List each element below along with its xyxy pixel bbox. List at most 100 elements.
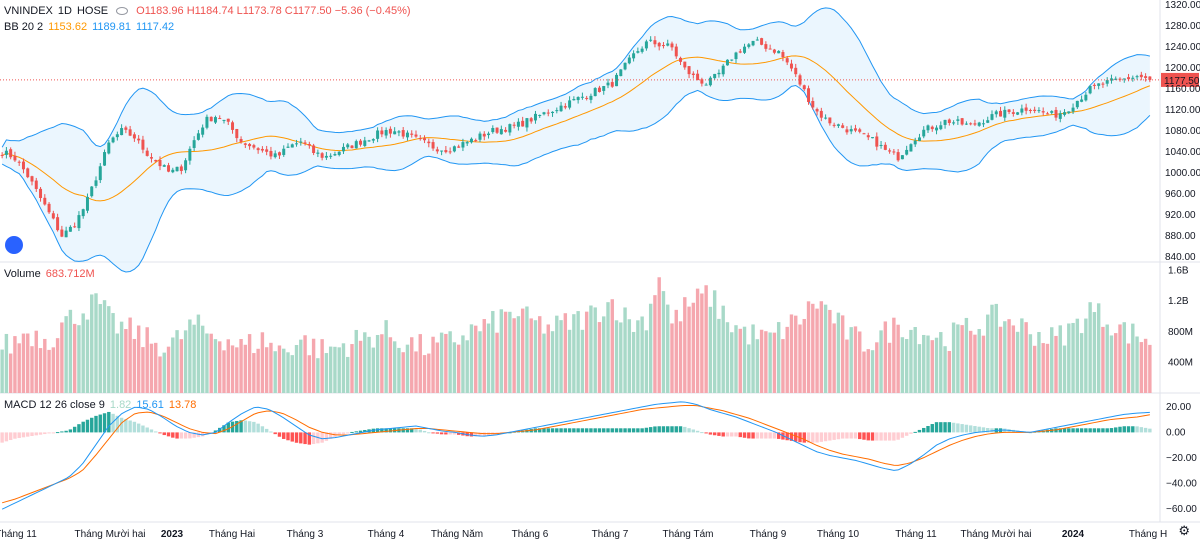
volume-bar xyxy=(316,358,320,393)
candle-body xyxy=(154,159,158,162)
candle-body xyxy=(354,141,358,149)
collapse-icon[interactable] xyxy=(116,7,129,15)
macd-histogram-bar xyxy=(269,431,273,433)
volume-bar xyxy=(1003,321,1007,393)
volume-bar xyxy=(136,325,141,393)
macd-histogram-bar xyxy=(277,432,282,437)
macd-histogram-bar xyxy=(687,428,691,433)
macd-histogram-bar xyxy=(627,428,632,433)
candle-body xyxy=(990,114,994,120)
volume-bar xyxy=(631,331,636,393)
macd-histogram-bar xyxy=(644,427,649,433)
candle-body xyxy=(708,77,712,86)
candle-body xyxy=(589,95,593,100)
volume-bar xyxy=(1114,333,1118,393)
candle-body xyxy=(226,118,230,122)
macd-histogram-bar xyxy=(700,432,704,434)
volume-bar xyxy=(661,291,666,393)
macd-histogram-bar xyxy=(811,432,815,443)
macd-histogram-bar xyxy=(1096,428,1101,433)
macd-histogram-bar xyxy=(576,428,580,433)
volume-bar xyxy=(350,344,354,393)
volume-bar xyxy=(858,331,862,393)
macd-histogram-bar xyxy=(354,431,358,433)
volume-bar xyxy=(708,306,713,393)
macd-histogram-bar xyxy=(1062,428,1067,433)
volume-label[interactable]: Volume xyxy=(4,268,41,280)
macd-histogram-bar xyxy=(981,427,986,433)
macd-histogram-bar xyxy=(328,432,333,439)
macd-histogram-bar xyxy=(81,421,85,433)
bb-upper-value: 1189.81 xyxy=(92,21,132,33)
volume-bar xyxy=(614,320,619,393)
volume-bar xyxy=(704,285,708,393)
volume-bar xyxy=(1148,344,1152,393)
time-axis-label: Tháng 4 xyxy=(368,529,405,540)
volume-bar xyxy=(1143,338,1148,393)
candle-body xyxy=(469,138,473,143)
volume-bar xyxy=(619,322,623,393)
macd-histogram-bar xyxy=(252,421,256,433)
volume-bar xyxy=(742,326,747,393)
macd-histogram-bar xyxy=(789,432,794,441)
macd-histogram-bar xyxy=(77,424,81,433)
macd-histogram-bar xyxy=(1105,428,1109,433)
volume-bar xyxy=(410,337,414,393)
volume-bar xyxy=(1011,325,1016,393)
symbol-name[interactable]: VNINDEX xyxy=(4,5,53,17)
candle-body xyxy=(546,112,550,114)
candle-body xyxy=(363,140,367,146)
candle-body xyxy=(593,88,597,97)
candle-body xyxy=(77,215,81,229)
volume-bar xyxy=(516,316,521,393)
macd-histogram-bar xyxy=(1092,428,1097,433)
exchange: HOSE xyxy=(76,5,109,17)
bb-upper-line xyxy=(1,7,1150,148)
candle-body xyxy=(205,116,209,128)
macd-histogram-bar xyxy=(875,432,879,441)
macd-histogram-bar xyxy=(444,432,448,435)
volume-bar xyxy=(0,349,4,393)
volume-bar xyxy=(439,332,444,393)
candle-body xyxy=(295,143,299,145)
symbol-legend: VNINDEX 1D HOSE O1183.96 H1184.74 L1173.… xyxy=(4,5,411,17)
volume-bar xyxy=(222,350,226,393)
macd-histogram-bar xyxy=(968,425,973,433)
candle-body xyxy=(213,117,217,123)
candle-body xyxy=(1011,112,1015,114)
candle-body xyxy=(994,111,998,115)
macd-hist-value: 1.82 xyxy=(109,399,132,411)
volume-bar xyxy=(448,331,452,393)
volume-bar xyxy=(725,322,730,393)
volume-bar xyxy=(747,344,751,393)
time-axis-label: Tháng Năm xyxy=(431,529,483,540)
volume-bar xyxy=(1050,327,1054,393)
volume-bar xyxy=(286,352,290,393)
macd-histogram-bar xyxy=(717,432,721,436)
volume-bar xyxy=(418,334,422,393)
bb-label[interactable]: BB 20 2 xyxy=(4,21,44,33)
volume-bar xyxy=(51,347,56,393)
macd-histogram-bar xyxy=(904,432,909,436)
volume-bar xyxy=(166,346,171,393)
macd-label[interactable]: MACD 12 26 close 9 xyxy=(4,399,105,411)
macd-histogram-bar xyxy=(704,432,708,434)
macd-histogram-bar xyxy=(836,432,841,440)
candle-body xyxy=(141,139,145,150)
candle-body xyxy=(51,213,55,219)
volume-bar xyxy=(230,345,235,393)
volume-bar xyxy=(593,307,597,393)
gear-icon[interactable]: ⚙ xyxy=(1178,523,1190,538)
macd-histogram-bar xyxy=(68,429,73,433)
macd-histogram-bar xyxy=(162,432,166,436)
macd-histogram-bar xyxy=(401,428,405,433)
candle-body xyxy=(794,67,798,75)
candle-body xyxy=(452,146,456,152)
candle-body xyxy=(1127,77,1131,80)
macd-histogram-bar xyxy=(264,428,269,433)
candle-body xyxy=(879,144,883,146)
candle-body xyxy=(1101,83,1105,85)
candle-body xyxy=(772,49,776,53)
